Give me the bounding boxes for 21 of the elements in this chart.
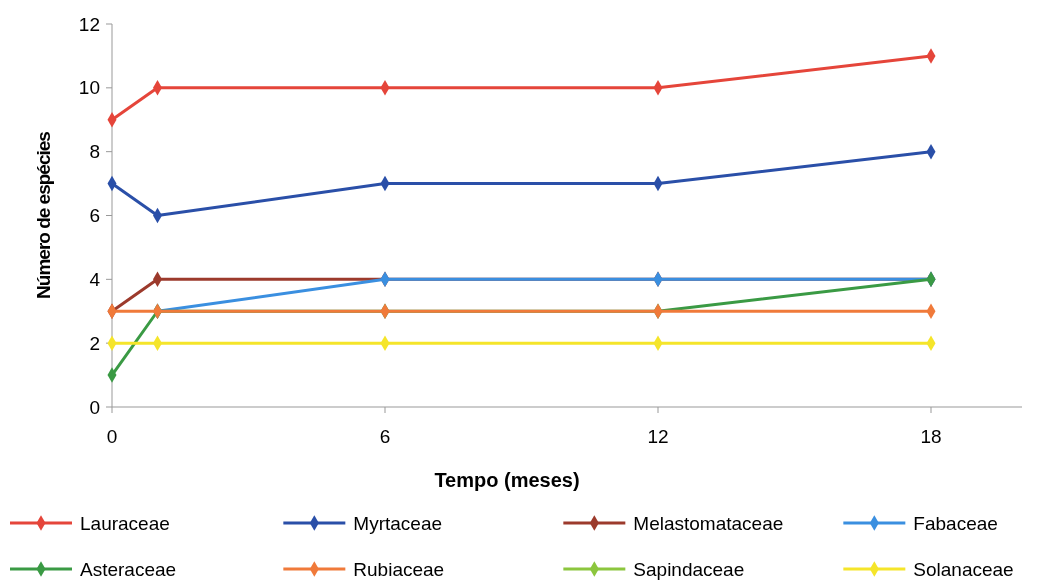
y-tick-label: 12 [78,13,100,35]
x-tick-label: 0 [106,426,118,447]
legend-label: Melastomataceae [633,512,784,534]
x-tick-label: 6 [379,426,391,447]
y-tick-label: 4 [89,268,101,290]
x-tick-label: 18 [920,426,942,447]
x-axis-title: Tempo (meses) [434,469,580,491]
y-tick-label: 0 [89,396,100,418]
y-tick-label: 8 [89,141,100,163]
legend-label: Sapindaceae [633,558,745,580]
y-tick-label: 10 [78,77,100,99]
y-tick-label: 2 [89,332,100,354]
y-axis-title: Número de espécies [33,131,54,299]
legend-label: Fabaceae [913,512,998,534]
y-tick-label: 6 [89,205,100,227]
legend-label: Solanaceae [913,558,1014,580]
legend-label: Lauraceae [80,512,170,534]
legend-label: Myrtaceae [353,512,443,534]
legend-label: Asteraceae [80,558,177,580]
x-tick-label: 12 [647,426,669,447]
legend-label: Rubiaceae [353,558,445,580]
